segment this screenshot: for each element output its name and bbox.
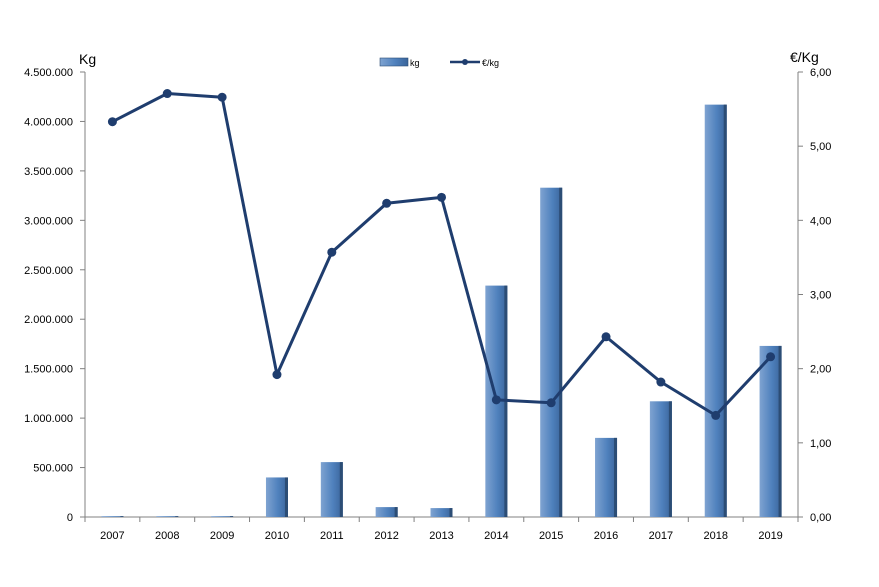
x-tick-label: 2018 xyxy=(703,530,727,542)
bar-group xyxy=(211,516,234,517)
price-point xyxy=(437,192,446,202)
price-point xyxy=(217,92,227,102)
bar-group xyxy=(430,508,453,517)
bar-side xyxy=(614,437,618,517)
legend-bar-label: kg xyxy=(410,58,420,68)
bar-group xyxy=(704,104,727,517)
y-left-tick-label: 3.500.000 xyxy=(24,166,73,178)
x-tick-label: 2019 xyxy=(758,530,782,542)
y-axis-right-title: €/Kg xyxy=(790,49,819,65)
bar-side xyxy=(394,507,398,517)
price-point xyxy=(656,377,666,387)
y-axis-left-title: Kg xyxy=(79,51,96,67)
legend-line-marker xyxy=(462,59,468,65)
y-left-tick-label: 1.000.000 xyxy=(24,413,73,425)
price-point xyxy=(601,332,611,342)
legend: kg €/kg xyxy=(379,57,499,68)
bar-side xyxy=(668,401,672,517)
y-right-tick-label: 2,00 xyxy=(810,364,831,376)
x-tick-label: 2013 xyxy=(429,530,453,542)
bar xyxy=(320,462,343,517)
bar xyxy=(595,437,618,517)
bar-group xyxy=(375,507,398,517)
x-tick-label: 2011 xyxy=(320,530,344,542)
x-tick-label: 2017 xyxy=(649,530,673,542)
y-left-tick-label: 500.000 xyxy=(33,463,73,475)
y-left-tick-label: 3.000.000 xyxy=(24,215,73,227)
y-right-tick-label: 1,00 xyxy=(810,438,831,450)
bar-side xyxy=(559,187,563,517)
y-left-tick-label: 2.500.000 xyxy=(24,265,73,277)
price-point xyxy=(382,198,392,208)
x-tick-label: 2015 xyxy=(539,530,563,542)
bar-group xyxy=(649,401,672,517)
bar-side xyxy=(778,345,782,517)
bar xyxy=(265,477,288,517)
bar xyxy=(649,401,672,517)
bar xyxy=(156,516,179,517)
bar-group xyxy=(265,477,288,517)
bar-series xyxy=(101,104,782,517)
x-tick-label: 2010 xyxy=(265,530,289,542)
y-left-tick-label: 4.500.000 xyxy=(24,67,73,79)
x-tick-label: 2007 xyxy=(100,530,124,542)
bar xyxy=(375,507,398,517)
x-tick-labels: 2007 2008 2009 2010 2011 2012 2013 2014 2015 2016… xyxy=(100,530,783,542)
y-right-tick-label: 0,00 xyxy=(810,512,831,524)
bar-side xyxy=(449,508,453,517)
bar xyxy=(430,508,453,517)
price-point xyxy=(162,89,172,99)
y-left-tick-label: 0 xyxy=(67,512,73,524)
axes: 0 500.000 1.000.000 1.500.000 2.000.000 2.500… xyxy=(24,67,831,524)
bar xyxy=(540,187,563,517)
bar-side xyxy=(230,516,234,517)
y-left-tick-label: 1.500.000 xyxy=(24,364,73,376)
x-tick-label: 2016 xyxy=(594,530,618,542)
price-point xyxy=(546,398,556,408)
y-left-tick-label: 2.000.000 xyxy=(24,314,73,326)
bar xyxy=(211,516,234,517)
price-point xyxy=(107,117,117,127)
bar-group xyxy=(156,516,179,517)
y-right-tick-label: 5,00 xyxy=(810,141,831,153)
bar-group xyxy=(595,437,618,517)
y-right-tick-label: 3,00 xyxy=(810,290,831,302)
bar-side xyxy=(339,462,343,517)
price-point xyxy=(491,395,501,405)
y-right-tick-label: 6,00 xyxy=(810,67,831,79)
x-tick-label: 2009 xyxy=(210,530,234,542)
bar xyxy=(759,345,782,517)
x-tick-label: 2014 xyxy=(484,530,508,542)
price-point xyxy=(766,352,776,362)
y-left-tick-label: 4.000.000 xyxy=(24,116,73,128)
x-tick-label: 2012 xyxy=(374,530,398,542)
line-series xyxy=(107,89,776,420)
bar xyxy=(101,516,124,517)
x-tick-label: 2008 xyxy=(155,530,179,542)
legend-bar-swatch xyxy=(379,57,409,67)
bar-group xyxy=(759,345,782,517)
bar-side xyxy=(175,516,179,517)
bar-side xyxy=(723,104,727,517)
bar xyxy=(704,104,727,517)
bar-group xyxy=(320,462,343,517)
price-point xyxy=(272,370,282,380)
bar-group xyxy=(101,516,124,517)
bar-side xyxy=(120,516,124,517)
legend-line-label: €/kg xyxy=(482,58,499,68)
y-right-tick-label: 4,00 xyxy=(810,215,831,227)
price-line xyxy=(111,92,772,417)
bar-side xyxy=(284,477,288,517)
price-point xyxy=(711,410,721,420)
bar-group xyxy=(540,187,563,517)
price-point xyxy=(327,247,337,257)
